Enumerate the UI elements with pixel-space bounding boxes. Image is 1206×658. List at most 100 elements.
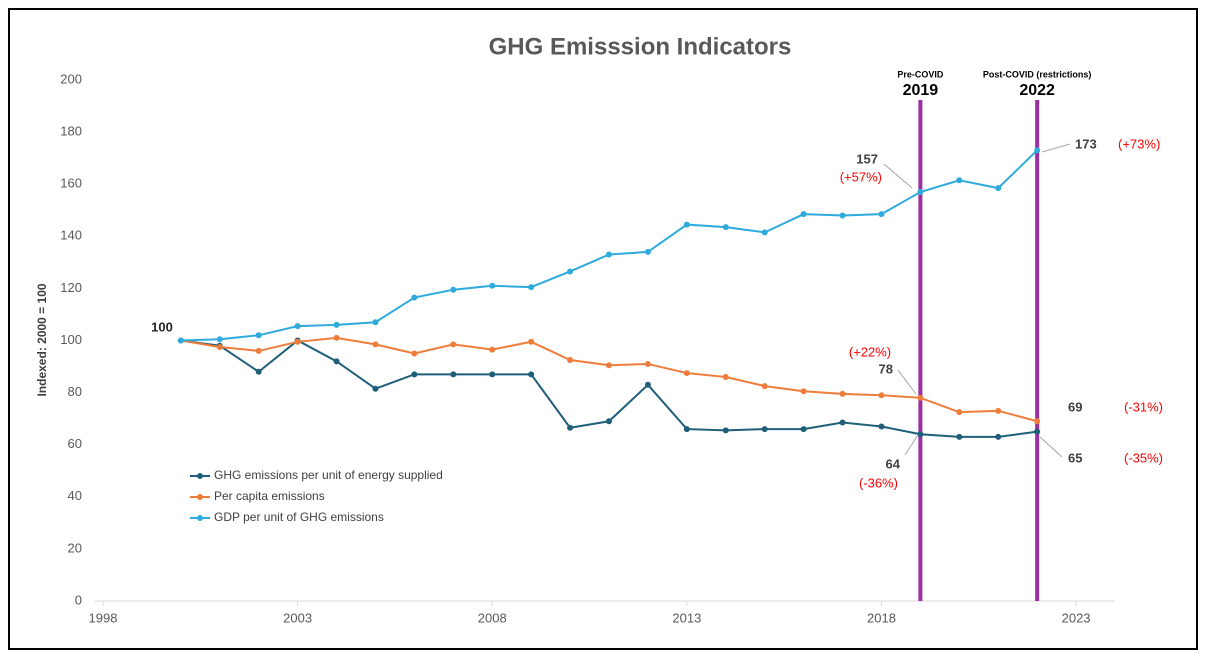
data-point bbox=[255, 332, 262, 339]
data-point bbox=[489, 346, 496, 353]
legend-marker bbox=[197, 473, 203, 479]
data-point bbox=[411, 371, 418, 378]
data-point bbox=[761, 229, 768, 236]
data-point bbox=[1034, 418, 1041, 425]
y-axis-label: Indexed: 2000 = 100 bbox=[35, 283, 49, 396]
annotation: (+73%) bbox=[1118, 136, 1160, 151]
data-point bbox=[333, 334, 340, 341]
annotation: 100 bbox=[151, 319, 173, 334]
annotation: (+22%) bbox=[849, 344, 891, 359]
data-point bbox=[995, 407, 1002, 414]
data-point bbox=[722, 224, 729, 231]
data-point bbox=[567, 357, 574, 364]
data-point bbox=[722, 427, 729, 434]
legend-label: GDP per unit of GHG emissions bbox=[214, 510, 384, 524]
leader-line bbox=[1041, 143, 1071, 153]
annotation: 69 bbox=[1068, 399, 1082, 414]
data-point bbox=[644, 360, 651, 367]
data-point bbox=[255, 368, 262, 375]
data-point bbox=[722, 373, 729, 380]
data-point bbox=[800, 426, 807, 433]
y-tick-label: 60 bbox=[68, 436, 82, 451]
x-tick-label: 2008 bbox=[478, 610, 507, 625]
y-tick-label: 100 bbox=[60, 332, 82, 347]
annotation: 64 bbox=[886, 456, 901, 471]
data-point bbox=[956, 409, 963, 416]
data-point bbox=[216, 336, 223, 343]
data-point bbox=[528, 284, 535, 291]
data-point bbox=[333, 321, 340, 328]
data-point bbox=[216, 344, 223, 351]
data-point bbox=[606, 251, 612, 258]
data-point bbox=[917, 189, 924, 196]
y-tick-label: 120 bbox=[60, 280, 82, 295]
data-point bbox=[372, 385, 379, 392]
data-point bbox=[1034, 428, 1041, 435]
x-tick-label: 2013 bbox=[672, 610, 701, 625]
data-point bbox=[800, 211, 807, 218]
legend-marker bbox=[197, 494, 203, 500]
data-point bbox=[839, 419, 846, 426]
vertical-marker-label: Post-COVID (restrictions) bbox=[983, 69, 1092, 79]
y-tick-label: 180 bbox=[60, 124, 82, 139]
data-point bbox=[255, 347, 262, 354]
data-point bbox=[761, 426, 768, 433]
leader-line bbox=[897, 369, 917, 395]
data-point bbox=[917, 431, 924, 438]
y-tick-label: 20 bbox=[68, 540, 82, 555]
frame bbox=[8, 8, 1198, 650]
data-point bbox=[878, 211, 885, 218]
data-point bbox=[333, 358, 340, 365]
annotation: 157 bbox=[856, 151, 878, 166]
data-point bbox=[567, 268, 574, 275]
data-point bbox=[606, 362, 612, 369]
vertical-marker-year: 2022 bbox=[1019, 82, 1055, 99]
data-point bbox=[644, 381, 651, 388]
data-point bbox=[995, 433, 1002, 440]
data-point bbox=[294, 338, 301, 345]
leader-line bbox=[1039, 436, 1063, 458]
data-point bbox=[567, 424, 574, 431]
data-point bbox=[177, 337, 184, 344]
data-point bbox=[528, 371, 535, 378]
data-point bbox=[528, 338, 535, 345]
data-point bbox=[1034, 147, 1041, 154]
data-point bbox=[839, 390, 846, 397]
annotation: (+57%) bbox=[840, 169, 882, 184]
annotation: (-36%) bbox=[859, 475, 898, 490]
data-point bbox=[683, 221, 690, 228]
y-tick-label: 80 bbox=[68, 384, 82, 399]
data-point bbox=[450, 341, 457, 348]
data-point bbox=[761, 383, 768, 390]
annotation: (-35%) bbox=[1124, 450, 1163, 465]
data-point bbox=[878, 423, 885, 430]
leader-line bbox=[904, 434, 919, 456]
y-tick-label: 160 bbox=[60, 176, 82, 191]
data-point bbox=[878, 392, 885, 399]
data-point bbox=[956, 433, 963, 440]
vertical-marker-label: Pre-COVID bbox=[897, 69, 944, 79]
data-point bbox=[839, 212, 846, 219]
leader-line bbox=[883, 163, 913, 189]
legend-label: GHG emissions per unit of energy supplie… bbox=[214, 468, 443, 482]
data-point bbox=[411, 350, 418, 357]
data-point bbox=[489, 371, 496, 378]
legend-label: Per capita emissions bbox=[214, 489, 325, 503]
data-point bbox=[489, 282, 496, 289]
data-point bbox=[411, 294, 418, 301]
data-point bbox=[995, 185, 1002, 192]
data-point bbox=[683, 370, 690, 377]
annotation: 78 bbox=[879, 361, 893, 376]
data-point bbox=[450, 371, 457, 378]
data-point bbox=[372, 319, 379, 326]
y-tick-label: 40 bbox=[68, 488, 82, 503]
x-tick-label: 2003 bbox=[283, 610, 312, 625]
data-point bbox=[644, 248, 651, 255]
data-point bbox=[917, 394, 924, 401]
x-tick-label: 2023 bbox=[1062, 610, 1091, 625]
annotation: (-31%) bbox=[1124, 399, 1163, 414]
y-tick-label: 200 bbox=[60, 71, 82, 86]
vertical-marker-year: 2019 bbox=[903, 82, 939, 99]
data-point bbox=[800, 388, 807, 395]
